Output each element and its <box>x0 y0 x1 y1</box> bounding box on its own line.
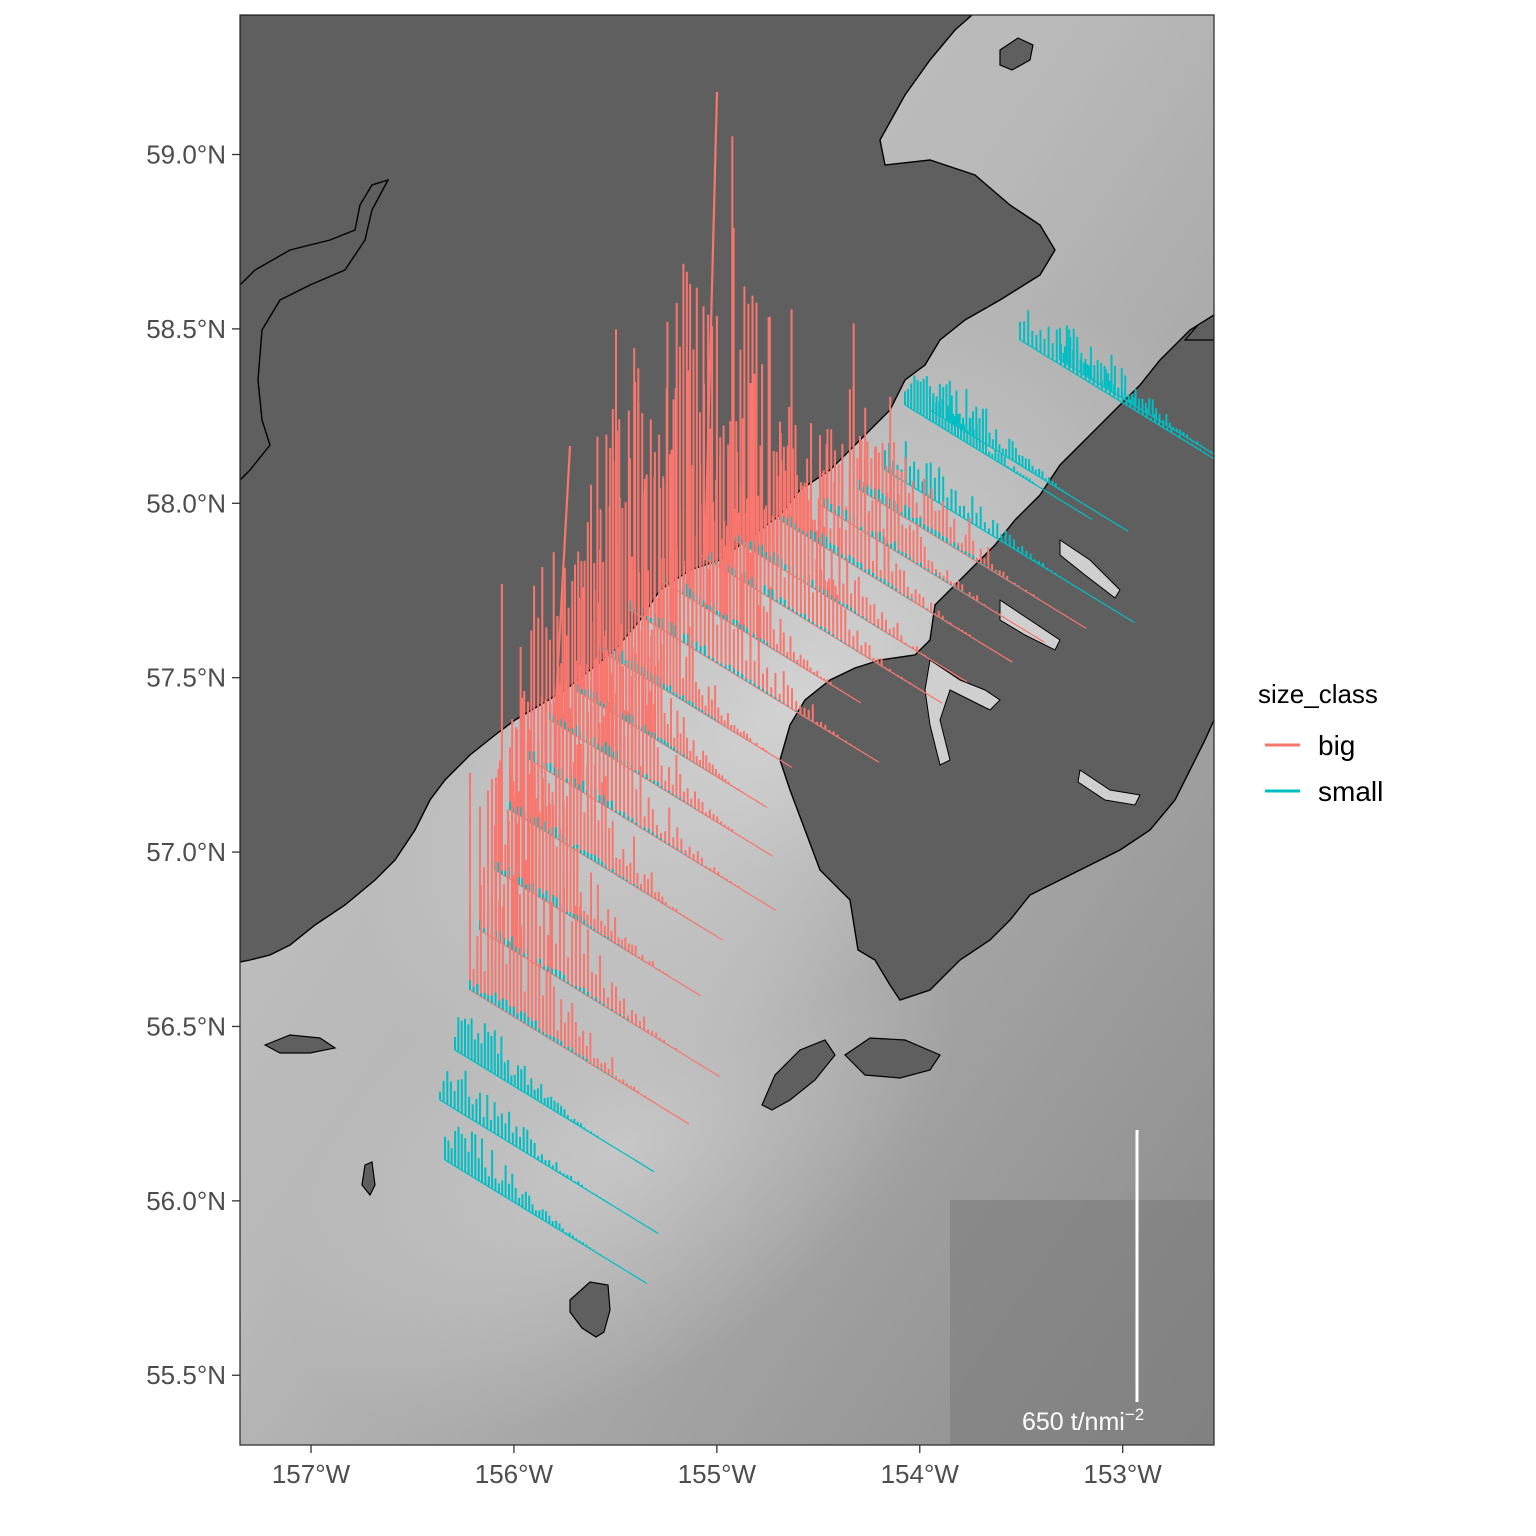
profile-small <box>904 375 1087 516</box>
y-tick-label: 56.5°N <box>146 1011 226 1041</box>
legend-label-big: big <box>1318 730 1355 761</box>
panel-border <box>239 14 1215 1446</box>
afognak-shore <box>1183 314 1214 341</box>
trinity-island <box>761 1039 836 1111</box>
y-tick-label: 55.5°N <box>146 1360 226 1390</box>
profile-big <box>479 701 714 1072</box>
y-tick-label: 56.0°N <box>146 1186 226 1216</box>
profile-big <box>509 630 717 936</box>
profile-small <box>734 535 942 666</box>
profile-big <box>469 772 683 1120</box>
barren-island <box>999 37 1034 71</box>
legend: size_class big small <box>1258 679 1383 807</box>
shelf-shading-south <box>284 867 956 1433</box>
profile-small <box>439 1070 649 1227</box>
legend-title: size_class <box>1258 679 1378 709</box>
y-tick-label: 58.0°N <box>146 488 226 518</box>
y-axis: 59.0°N 58.5°N 58.0°N 57.5°N 57.0°N 56.5°N 56.0… <box>146 140 240 1390</box>
x-tick-label: 154°W <box>881 1459 960 1489</box>
y-tick-label: 57.5°N <box>146 663 226 693</box>
kodiak-inlet <box>924 659 1001 766</box>
profile-small <box>454 1017 646 1166</box>
profile-small <box>929 380 1123 528</box>
profile-big <box>529 567 773 908</box>
profile-small <box>859 479 1061 613</box>
kodiak-inlet <box>1059 539 1121 599</box>
x-tick-label: 155°W <box>678 1459 757 1489</box>
transect-profiles <box>439 91 1214 1285</box>
y-tick-label: 57.0°N <box>146 837 226 867</box>
y-tick-label: 59.0°N <box>146 140 226 170</box>
legend-label-small: small <box>1318 776 1383 807</box>
shelf-shading <box>368 310 1214 1090</box>
profile-peak <box>553 445 572 721</box>
chowiet-island <box>361 1161 376 1197</box>
profile-small <box>469 980 661 1107</box>
map-panel: 650 t/nmi−2 <box>240 15 1214 1445</box>
sutwik-island <box>263 1034 337 1054</box>
x-axis: 157°W 156°W 155°W 154°W 153°W <box>272 1445 1162 1489</box>
profile-small <box>444 1126 642 1280</box>
profile-peak <box>703 91 719 561</box>
sitkinak-island <box>844 1037 941 1079</box>
x-tick-label: 153°W <box>1084 1459 1163 1489</box>
deep-water <box>950 1200 1214 1445</box>
kodiak-inlet <box>999 599 1061 651</box>
x-tick-label: 157°W <box>272 1459 351 1489</box>
transect-baseline <box>884 469 1135 624</box>
y-tick-label: 58.5°N <box>146 314 226 344</box>
profile-small <box>529 751 736 886</box>
profile-small <box>1059 325 1214 455</box>
kodiak-inlet <box>1077 769 1141 806</box>
scale-bar-label: 650 t/nmi−2 <box>1022 1405 1144 1436</box>
chirikof-island <box>569 1281 611 1338</box>
x-tick-label: 156°W <box>475 1459 554 1489</box>
kodiak-island <box>779 314 1214 1001</box>
